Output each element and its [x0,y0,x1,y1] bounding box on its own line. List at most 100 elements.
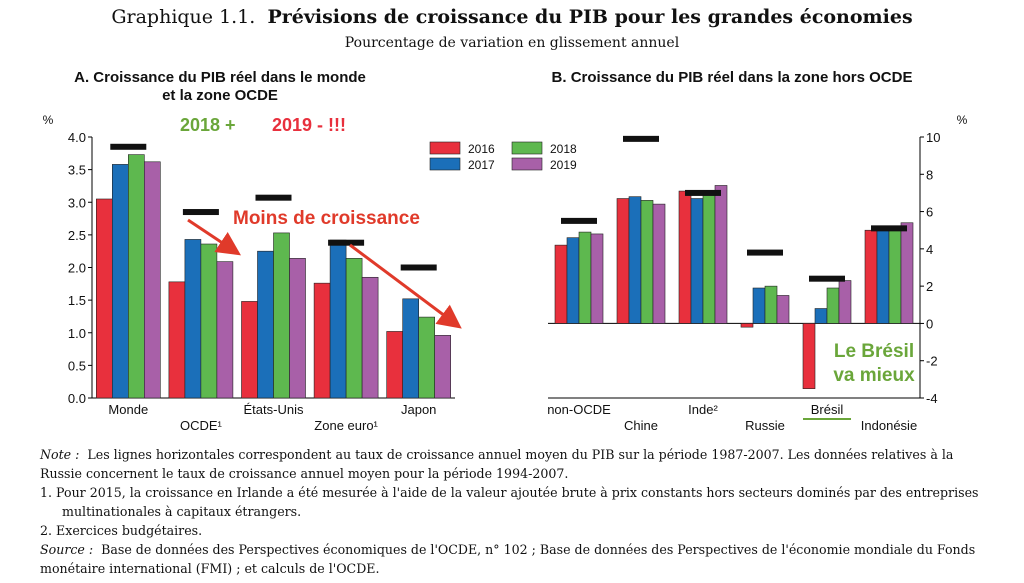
bar-2017-3 [752,287,766,324]
bar-2019-3 [776,295,790,324]
average-line-1 [182,209,219,216]
bar-2019-5 [900,222,914,324]
y-tick-label: 1.5 [68,293,86,308]
y-tick-label: 4 [926,242,933,257]
note-label: Note : [40,447,80,462]
footnote-2: 2. Exercices budgétaires. [40,523,203,538]
legend-swatch-2016 [429,141,461,155]
bar-2019-3 [361,276,379,399]
bar-2019-4 [838,280,852,324]
chart-area: A. Croissance du PIB réel dans le mondee… [43,69,968,433]
category-label: Indonésie [861,418,917,433]
category-label: OCDE¹ [180,418,223,433]
arrow-2 [349,243,462,329]
bar-2016-1 [168,281,186,399]
bar-2017-0 [112,164,129,399]
y-tick-label: 8 [926,167,933,182]
notes-block: Note : Les lignes horizontales correspon… [40,445,990,578]
bar-2017-1 [184,239,202,399]
y-tick-label: 6 [926,205,933,220]
figure-title: Graphique 1.1. Prévisions de croissance … [0,6,1024,28]
y-tick-label: 0.5 [68,358,86,373]
bar-2016-2 [241,301,258,399]
category-label: non-OCDE [547,402,611,417]
panel-a: A. Croissance du PIB réel dans le mondee… [43,69,455,433]
bar-2019-2 [714,185,728,324]
figure-title-text: Prévisions de croissance du PIB pour les… [267,6,913,28]
bar-2018-2 [702,192,716,324]
average-line-5 [871,225,907,232]
note-paragraph: Note : Les lignes horizontales correspon… [40,445,990,483]
figure-subtitle: Pourcentage de variation en glissement a… [344,35,680,51]
source-label: Source : [40,542,94,557]
bar-2016-2 [678,190,692,324]
panel-title: et la zone OCDE [162,87,278,104]
category-label: Zone euro¹ [314,418,378,433]
bar-2018-5 [888,226,902,324]
bar-2016-0 [96,198,113,399]
y-unit-label: % [43,113,54,127]
bar-2016-3 [740,323,754,328]
y-tick-label: 10 [926,130,940,145]
source-text: Base de données des Perspectives économi… [40,542,976,576]
bar-2018-0 [128,154,145,399]
category-label: Russie [745,418,785,433]
y-tick-label: 1.0 [68,326,86,341]
legend-label-2019: 2019 [550,158,577,172]
average-line-4 [400,264,437,271]
average-line-3 [747,249,783,256]
bar-2018-4 [826,287,840,324]
legend: 2016 2017 2018 2019 [429,141,577,172]
annotation-bresil-line2: va mieux [833,365,915,386]
bar-2019-2 [289,258,306,399]
y-tick-label: 0 [926,316,933,331]
bar-2017-2 [257,250,274,399]
bar-2017-2 [690,198,704,324]
average-line-0 [110,143,147,150]
bar-2018-3 [764,285,778,324]
bar-2016-5 [864,229,878,324]
y-unit-label: % [957,113,968,127]
y-tick-label: 4.0 [68,130,86,145]
figure-number: Graphique 1.1. [111,6,256,28]
bar-2018-2 [273,232,290,399]
y-tick-label: 2.5 [68,228,86,243]
legend-label-2017: 2017 [468,158,495,172]
y-tick-label: 2 [926,279,933,294]
bar-2018-4 [418,316,436,399]
bar-2019-1 [216,261,234,399]
bar-2017-3 [329,239,347,399]
bar-2019-0 [144,161,161,399]
annotation-2018: 2018 + [180,115,236,135]
bar-2017-0 [566,237,580,324]
bar-2019-0 [590,233,604,324]
category-label: États-Unis [244,402,304,417]
panel-b: B. Croissance du PIB réel dans la zone h… [547,69,967,433]
annotations: 2018 + 2019 - !!! Moins de croissance Le Br… [180,115,915,420]
y-tick-label: 3.0 [68,195,86,210]
category-label: Brésil [811,402,844,417]
category-label: Japon [401,402,436,417]
y-tick-label: 2.0 [68,261,86,276]
bar-2016-4 [386,331,404,399]
legend-swatch-2017 [429,157,461,171]
average-line-1 [623,135,659,142]
bar-2018-0 [578,231,592,324]
bar-2016-1 [616,198,630,324]
bar-2016-3 [313,282,331,399]
bar-2016-4 [802,323,816,389]
bar-2018-1 [200,243,218,399]
bar-2017-4 [814,308,828,324]
panel-title: B. Croissance du PIB réel dans la zone h… [552,69,913,86]
y-tick-label: 3.5 [68,163,86,178]
bar-2017-5 [876,228,890,324]
bar-2019-4 [434,335,452,399]
category-label: Chine [624,418,658,433]
legend-label-2018: 2018 [550,142,577,156]
average-line-4 [809,275,845,282]
panel-title: A. Croissance du PIB réel dans le monde [74,69,366,86]
arrow-1 [187,218,241,256]
annotation-moins-croissance: Moins de croissance [233,208,420,229]
note-text: Les lignes horizontales correspondent au… [40,447,954,481]
annotation-2019: 2019 - !!! [272,115,346,135]
